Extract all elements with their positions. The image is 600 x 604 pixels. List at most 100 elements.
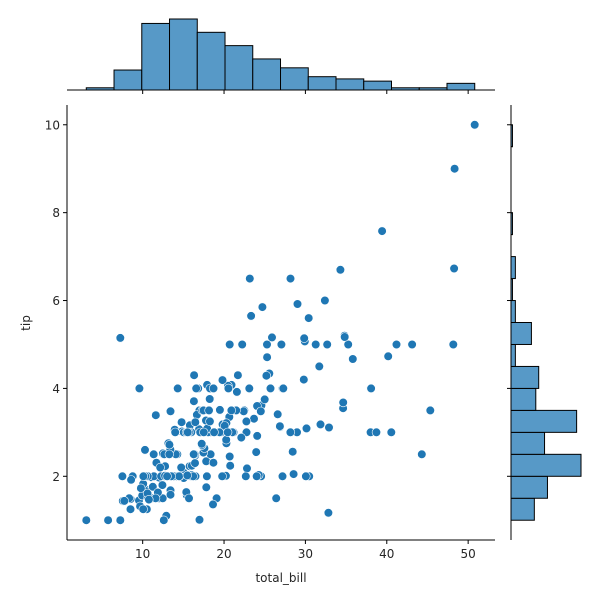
scatter-point	[267, 332, 277, 343]
scatter-point	[173, 383, 183, 394]
scatter-point	[199, 427, 209, 437]
scatter-point	[148, 482, 158, 492]
scatter-point	[311, 339, 321, 350]
scatter-point	[201, 482, 211, 492]
scatter-point	[265, 383, 276, 394]
scatter-point	[190, 458, 200, 468]
x-hist-bar	[363, 80, 392, 91]
x-tick-label: 50	[461, 547, 476, 561]
scatter-point	[170, 427, 180, 437]
scatter-point	[425, 405, 435, 416]
scatter-point	[140, 445, 150, 455]
scatter-point	[256, 406, 266, 416]
scatter-point	[184, 493, 194, 503]
scatter-point	[165, 490, 176, 500]
scatter-point	[223, 383, 233, 394]
scatter-point	[81, 515, 91, 525]
scatter-point	[197, 439, 207, 449]
scatter-point	[159, 515, 169, 525]
scatter-point	[164, 440, 174, 450]
scatter-point	[205, 416, 215, 427]
y-hist-bar	[510, 365, 540, 389]
x-tick-label: 30	[298, 547, 313, 561]
scatter-point	[323, 508, 334, 518]
y-tick-label: 8	[52, 206, 60, 220]
scatter-point	[340, 332, 350, 342]
scatter-point	[343, 339, 353, 350]
scatter-point	[157, 480, 167, 490]
scatter-point	[301, 471, 311, 481]
scatter-point	[391, 339, 402, 350]
x-hist-bar	[307, 76, 337, 91]
scatter-point	[155, 462, 165, 473]
y-axis-label: tip	[19, 315, 33, 331]
scatter-point	[335, 265, 346, 275]
scatter-point	[134, 383, 144, 394]
scatter-point	[190, 417, 200, 427]
scatter-point	[275, 421, 285, 431]
x-hist-bar	[113, 69, 143, 91]
scatter-point	[324, 422, 334, 433]
scatter-point	[225, 461, 235, 471]
scatter-point	[450, 164, 460, 174]
scatter-point	[223, 427, 233, 437]
scatter-point	[226, 405, 236, 416]
x-tick-label: 10	[135, 547, 150, 561]
scatter-point	[177, 417, 187, 427]
scatter-point	[144, 495, 154, 505]
axes: 10 20 30 40 50 2 4 6 8 10	[45, 105, 495, 561]
scatter-point	[261, 371, 272, 381]
y-hist-bar	[510, 453, 582, 477]
scatter-point	[277, 471, 288, 481]
y-hist-bar	[510, 387, 537, 411]
scatter-point	[126, 475, 136, 485]
y-hist-bar	[510, 431, 546, 455]
x-hist-bar	[280, 67, 309, 91]
scatter-point	[245, 274, 255, 284]
scatter-point	[257, 302, 268, 312]
scatter-point	[162, 471, 172, 481]
x-axis-label: total_bill	[255, 571, 306, 585]
scatter-point	[366, 383, 376, 394]
scatter-point	[417, 449, 427, 459]
scatter-point	[165, 406, 176, 416]
scatter-point	[225, 451, 235, 462]
scatter-point	[138, 471, 148, 481]
scatter-point	[249, 414, 259, 424]
scatter-point	[292, 299, 303, 309]
scatter-point	[338, 397, 348, 408]
scatter-point	[237, 339, 247, 350]
x-hist-bar	[169, 18, 198, 91]
scatter-point	[204, 405, 214, 416]
scatter-point	[273, 409, 283, 419]
scatter-point	[386, 427, 396, 437]
scatter-point	[208, 383, 219, 394]
scatter-point	[246, 311, 256, 321]
scatter-point	[252, 471, 262, 481]
x-tick-label: 20	[216, 547, 231, 561]
scatter-point	[262, 339, 272, 350]
marginal-y-histogram	[507, 105, 582, 540]
scatter-point	[304, 313, 314, 323]
y-hist-bar	[510, 322, 532, 345]
scatter-point	[119, 496, 129, 506]
scatter-point	[208, 458, 218, 468]
scatter-point	[271, 493, 281, 503]
scatter-point	[252, 431, 262, 441]
y-tick-label: 4	[52, 382, 60, 396]
y-tick-label: 6	[52, 294, 60, 308]
marginal-x-histogram	[67, 18, 495, 94]
scatter-point	[299, 333, 309, 343]
scatter-point	[209, 427, 219, 437]
scatter-point	[189, 370, 199, 380]
scatter-point	[315, 419, 326, 430]
scatter-point	[322, 339, 332, 350]
scatter-point	[103, 515, 113, 525]
x-tick-label: 40	[379, 547, 394, 561]
scatter-point	[448, 339, 458, 350]
scatter-point	[115, 333, 125, 343]
scatter-point	[348, 354, 358, 364]
scatter-point	[288, 447, 298, 457]
